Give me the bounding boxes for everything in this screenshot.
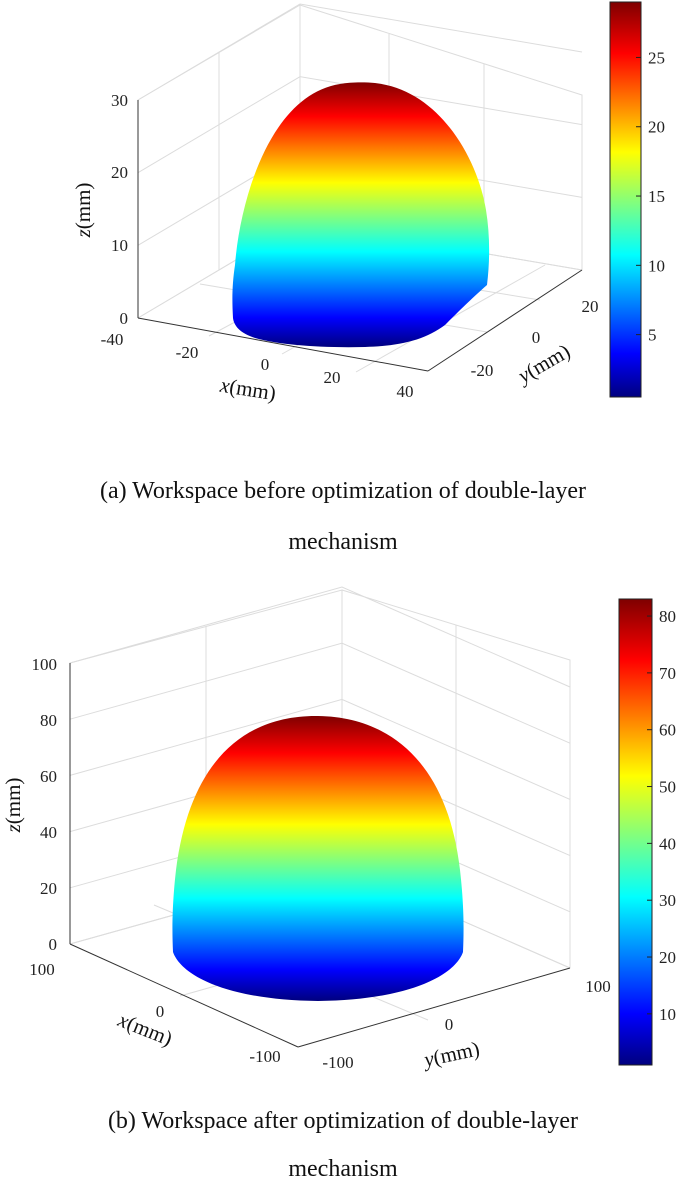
- panel-b-colorbar-fill: [619, 599, 652, 1065]
- panel-a-y-ticks: -20 0 20: [471, 297, 599, 380]
- panel-a-x-tick: -40: [101, 330, 124, 349]
- panel-b-x-tick: 0: [156, 1002, 165, 1021]
- z-gridline: [137, 3, 583, 101]
- colorbar-tick-label: 5: [648, 326, 657, 345]
- panel-b-z-tick: 80: [40, 711, 57, 730]
- panel-b-y-axis-line: [297, 967, 571, 1048]
- colorbar-tick-label: 20: [648, 118, 665, 137]
- panel-b-z-tick: 60: [40, 767, 57, 786]
- colorbar-tick-label: 10: [648, 256, 665, 275]
- panel-b-z-tick: 20: [40, 879, 57, 898]
- z-gridline: [69, 586, 571, 688]
- panel-a-y-tick: 20: [582, 297, 599, 316]
- panel-a-y-tick: 0: [532, 328, 541, 347]
- panel-b-x-ticks: 100 0 -100: [29, 960, 280, 1066]
- panel-a-y-axis-label: y(mm): [512, 339, 574, 389]
- panel-a-z-tick: 20: [111, 163, 128, 182]
- panel-a-caption-line1: (a) Workspace before optimization of dou…: [100, 478, 586, 504]
- panel-a-x-tick: 0: [261, 355, 270, 374]
- panel-b: 0 20 40 60 80 100 100 0 -100 -100 0 100 …: [1, 586, 676, 1181]
- panel-b-caption-line1: (b) Workspace after optimization of doub…: [108, 1108, 578, 1134]
- panel-a-x-ticks: -40 -20 0 20 40: [101, 330, 414, 401]
- panel-b-x-tick: 100: [29, 960, 55, 979]
- panel-a-colorbar-fill: [610, 2, 641, 397]
- panel-a-caption-line2: mechanism: [288, 529, 398, 555]
- panel-a-colorbar: 5 10 15 20 25: [609, 1, 665, 398]
- panel-b-x-axis-label: x(mm): [114, 1007, 176, 1051]
- z-gridline: [69, 698, 571, 800]
- panel-b-dome: [172, 715, 464, 1001]
- panel-b-y-tick: 0: [445, 1015, 454, 1034]
- z-gridline: [137, 76, 583, 174]
- colorbar-tick-label: 30: [659, 891, 676, 910]
- panel-a-y-tick: -20: [471, 361, 494, 380]
- colorbar-tick-label: 25: [648, 48, 665, 67]
- panel-a-z-tick: 10: [111, 236, 128, 255]
- panel-a-surface: [232, 82, 490, 348]
- panel-b-z-tick: 40: [40, 823, 57, 842]
- panel-b-y-axis-label: y(mm): [420, 1036, 482, 1072]
- colorbar-tick-label: 60: [659, 721, 676, 740]
- panel-a-dome: [232, 82, 490, 348]
- panel-a-colorbar-frame: [609, 1, 642, 398]
- colorbar-tick-label: 10: [659, 1005, 676, 1024]
- panel-a-x-axis-line: [137, 317, 429, 372]
- panel-a-x-axis-label: x(mm): [218, 373, 278, 406]
- panel-b-y-tick: -100: [322, 1053, 353, 1072]
- panel-b-surface: [172, 715, 464, 1001]
- panel-b-caption-line2: mechanism: [288, 1156, 398, 1181]
- panel-b-colorbar-frame: [618, 598, 653, 1066]
- panel-b-z-tick: 100: [32, 655, 58, 674]
- colorbar-tick-label: 40: [659, 834, 676, 853]
- panel-b-y-ticks: -100 0 100: [322, 977, 610, 1072]
- panel-a-z-axis-label: z(mm): [71, 183, 95, 239]
- panel-b-z-tick: 0: [49, 935, 58, 954]
- z-gridline: [69, 642, 571, 744]
- panel-a-x-tick: 40: [397, 382, 414, 401]
- panel-a-y-axis-line: [427, 269, 583, 372]
- panel-a: 0 10 20 30 -40 -20 0 20 40 -20 0 20 x(mm…: [71, 1, 665, 555]
- panel-b-y-tick: 100: [585, 977, 611, 996]
- panel-a-x-tick: -20: [176, 343, 199, 362]
- colorbar-tick-label: 15: [648, 187, 665, 206]
- colorbar-tick-label: 20: [659, 948, 676, 967]
- panel-b-colorbar: 10 20 30 40 50 60 70 80: [618, 598, 676, 1066]
- panel-b-x-axis-line: [69, 943, 299, 1048]
- panel-a-x-tick: 20: [324, 368, 341, 387]
- panel-b-z-ticks: 0 20 40 60 80 100: [32, 655, 58, 954]
- panel-b-z-axis-label: z(mm): [1, 778, 25, 834]
- panel-b-x-tick: -100: [249, 1047, 280, 1066]
- panel-a-z-tick: 0: [120, 309, 129, 328]
- colorbar-tick-label: 70: [659, 664, 676, 683]
- colorbar-tick-label: 50: [659, 778, 676, 797]
- panel-a-z-ticks: 0 10 20 30: [111, 91, 128, 328]
- colorbar-tick-label: 80: [659, 607, 676, 626]
- panel-a-z-tick: 30: [111, 91, 128, 110]
